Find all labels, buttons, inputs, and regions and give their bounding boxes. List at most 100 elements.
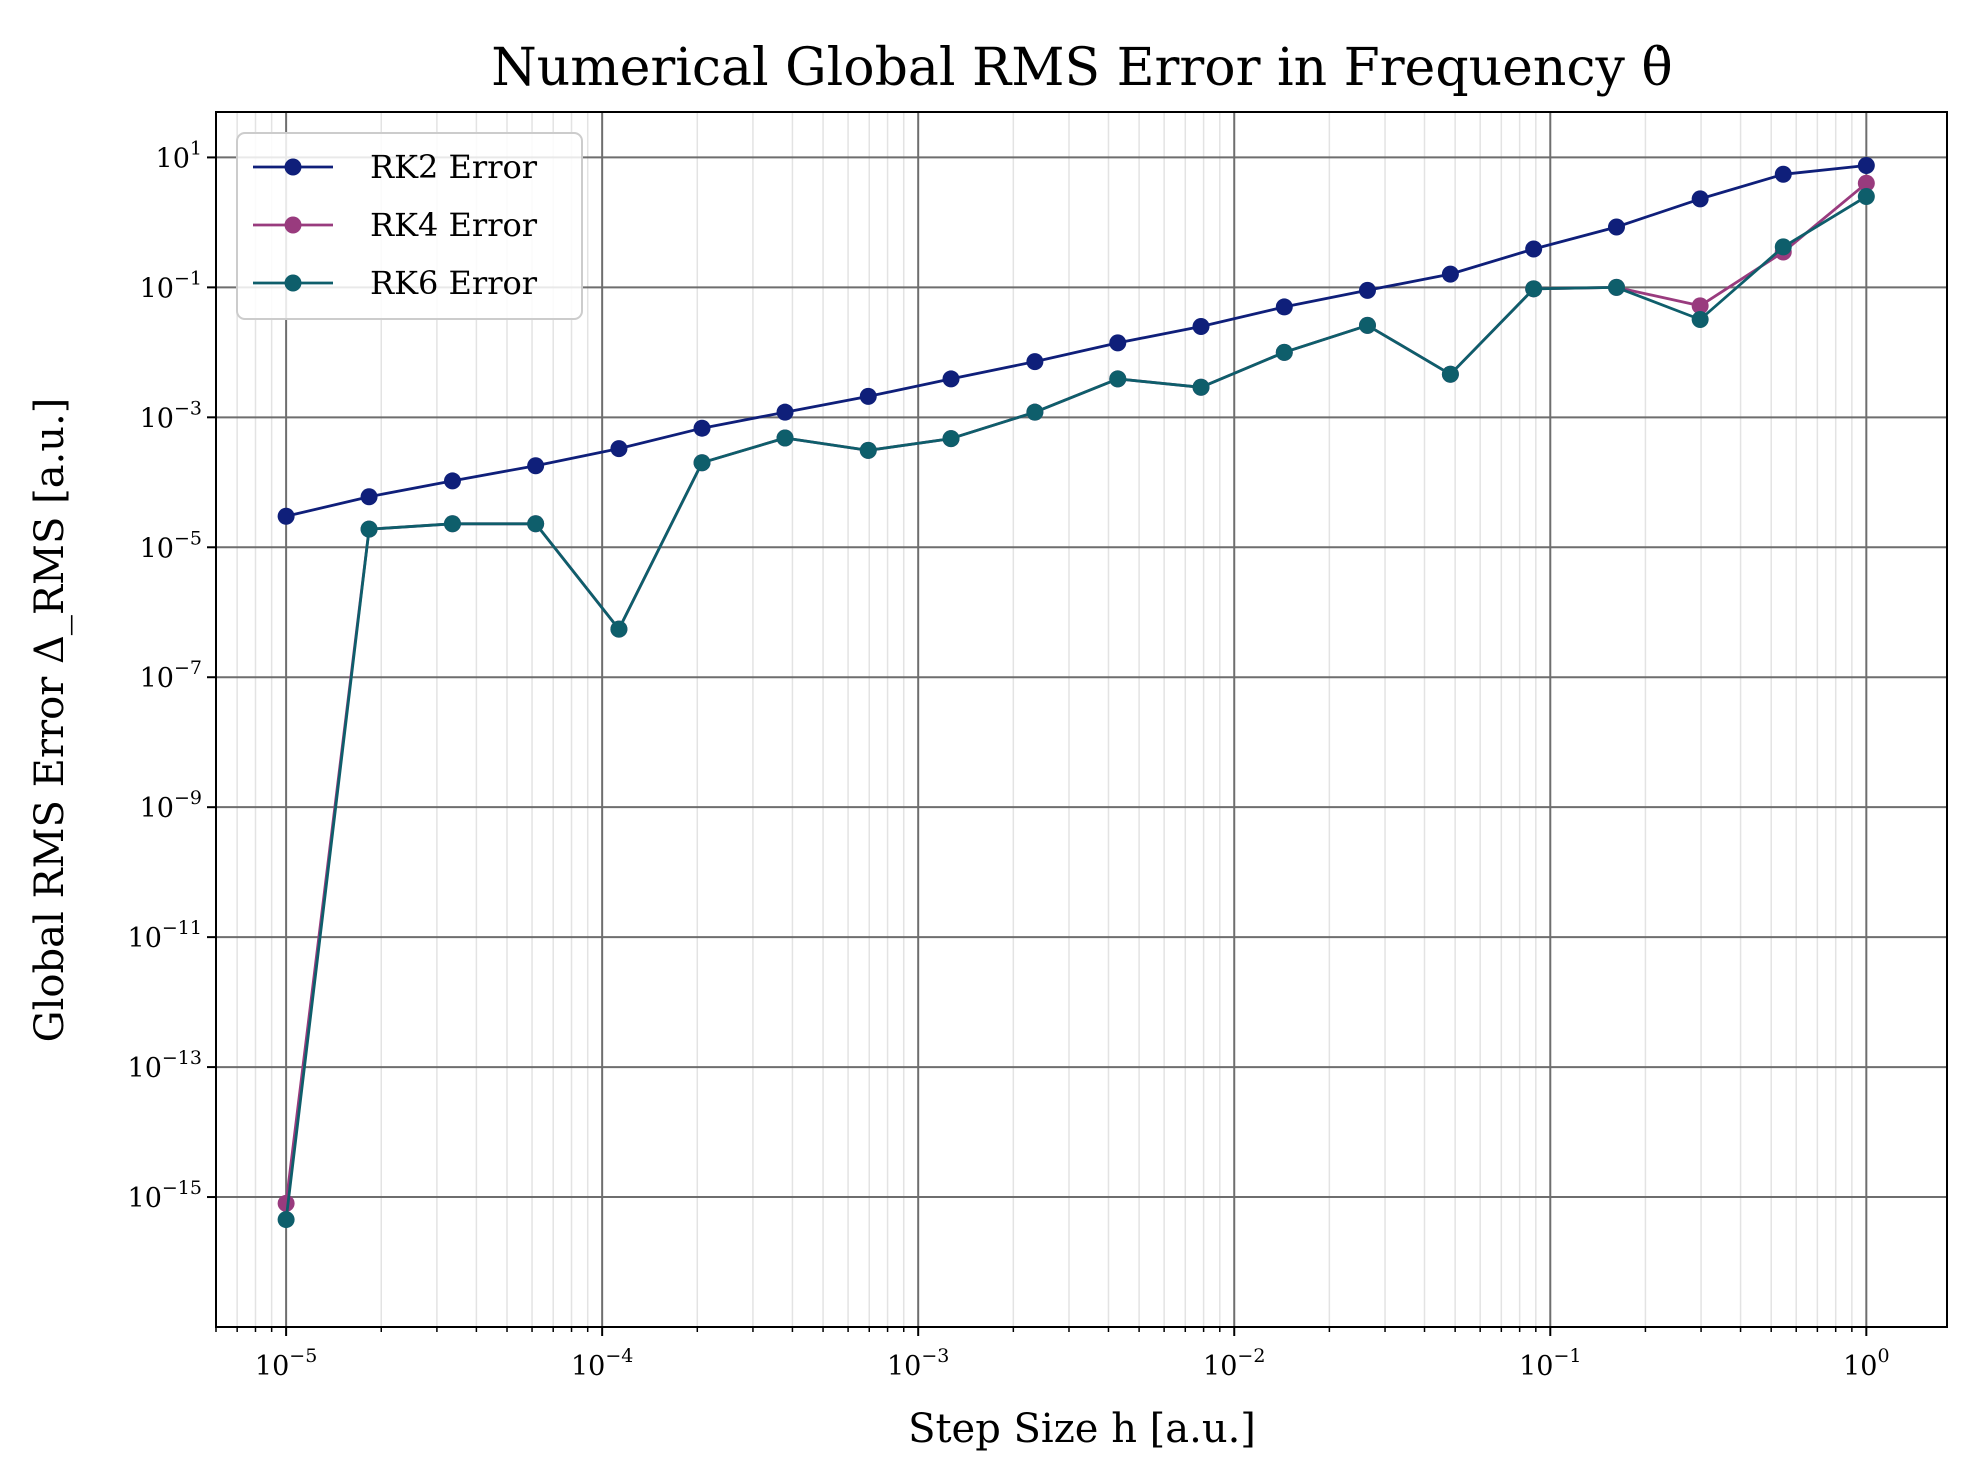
x-tick-label: 10−1: [1519, 1345, 1581, 1382]
rk2-error-point: [443, 472, 461, 490]
rk2-error-point: [693, 419, 711, 437]
x-axis-ticks: 10−5 10−4 10−3 10−2 10−1 100: [215, 1327, 1890, 1382]
y-tick-label: 10−1: [140, 267, 202, 304]
y-tick-label: 10−13: [128, 1047, 202, 1084]
rk6-error-point: [693, 454, 711, 472]
legend: RK2 Error RK4 Error RK6 Error: [236, 132, 583, 320]
y-tick-label-exponent: −1: [174, 267, 202, 289]
rk6-error-legend-label: RK6 Error: [370, 264, 538, 302]
rk2-error-point: [1691, 190, 1709, 208]
y-tick-label: 10−5: [140, 527, 202, 564]
rk6-error-point: [1109, 370, 1127, 388]
rk2-error-point: [1774, 165, 1792, 183]
rk6-error-point: [360, 520, 378, 538]
y-tick-label-base: 10: [140, 273, 174, 304]
rk6-error-point: [527, 515, 545, 533]
x-tick-label-exponent: −5: [289, 1345, 317, 1367]
rk2-error-point: [1607, 218, 1625, 236]
rk2-error-point: [942, 370, 960, 388]
rk6-error-point: [277, 1211, 295, 1229]
y-tick-label-base: 10: [140, 663, 174, 694]
y-tick-label-base: 10: [128, 923, 162, 954]
rk6-error-line: [284, 195, 1868, 1220]
rk6-error-legend-marker: [284, 274, 302, 292]
y-tick-label-exponent: −7: [174, 657, 202, 679]
rk4-error-point: [1857, 174, 1875, 192]
y-tick-label: 10−7: [140, 657, 202, 694]
rk4-error-legend-label: RK4 Error: [370, 206, 538, 244]
rk2-error-point: [859, 387, 877, 405]
y-tick-label-base: 10: [140, 793, 174, 824]
y-tick-label-exponent: −13: [162, 1047, 202, 1069]
rk4-error-point: [277, 1194, 295, 1212]
rk4-error-point: [1691, 297, 1709, 315]
rk2-error-point: [1525, 240, 1543, 258]
x-tick-label-base: 10: [571, 1351, 605, 1382]
rk2-error-point: [1192, 317, 1210, 335]
x-tick-label-base: 10: [1843, 1351, 1877, 1382]
rk6-error-point: [1192, 378, 1210, 396]
y-tick-label-base: 10: [128, 1183, 162, 1214]
series-layer: [277, 157, 1875, 1229]
y-tick-label-base: 10: [140, 533, 174, 564]
y-tick-label-exponent: 1: [190, 137, 202, 159]
rk4-error-legend-marker: [284, 216, 302, 234]
y-tick-label-exponent: −3: [174, 397, 202, 419]
y-tick-label: 10−15: [128, 1177, 202, 1214]
plot-frame: [215, 111, 1948, 1328]
rk2-error-point: [360, 488, 378, 506]
y-tick-label-exponent: −9: [174, 787, 202, 809]
y-tick-label-exponent: −5: [174, 527, 202, 549]
rk2-error-point: [610, 440, 628, 458]
y-tick-label-base: 10: [156, 143, 190, 174]
y-tick-label-exponent: −15: [162, 1177, 202, 1199]
rk2-error-point: [277, 507, 295, 525]
x-tick-label: 10−4: [571, 1345, 633, 1382]
rk6-error-point: [1525, 280, 1543, 298]
y-tick-label-exponent: −11: [162, 917, 202, 939]
rk2-error-point: [1441, 265, 1459, 283]
rk2-error-point: [1358, 281, 1376, 299]
x-axis-label: Step Size h [a.u.]: [908, 1406, 1256, 1452]
chart-title: Numerical Global RMS Error in Frequency …: [491, 38, 1672, 98]
rk6-error-point: [443, 515, 461, 533]
rk2-error-point: [1857, 157, 1875, 175]
x-tick-label-base: 10: [1203, 1351, 1237, 1382]
rk2-error-point: [1275, 298, 1293, 316]
rk2-error-point: [527, 457, 545, 475]
rk2-error-legend-label: RK2 Error: [370, 148, 538, 186]
rk2-error-point: [1109, 334, 1127, 352]
rk6-error-point: [1691, 311, 1709, 329]
x-tick-label: 10−5: [255, 1345, 317, 1382]
legend-box: [236, 132, 583, 320]
y-tick-label-base: 10: [128, 1053, 162, 1084]
rk2-error-legend-marker: [284, 158, 302, 176]
rk6-error-point: [942, 430, 960, 448]
x-tick-label-exponent: −4: [605, 1345, 633, 1367]
rk2-error-point: [1026, 353, 1044, 371]
y-tick-label: 10−3: [140, 397, 202, 434]
x-tick-label-exponent: 0: [1877, 1345, 1889, 1367]
rk6-error-point: [1275, 343, 1293, 361]
x-tick-label-exponent: −1: [1553, 1345, 1581, 1367]
rk6-error-point: [1857, 188, 1875, 206]
x-tick-label: 10−3: [887, 1345, 949, 1382]
rk6-error-point: [1358, 316, 1376, 334]
y-tick-label: 10−9: [140, 787, 202, 824]
major-gridlines: [216, 112, 1947, 1327]
rk6-error-point: [859, 441, 877, 459]
rk6-error-point: [610, 620, 628, 638]
x-tick-label-exponent: −3: [921, 1345, 949, 1367]
rk6-error-point: [776, 429, 794, 447]
y-tick-label: 10−11: [128, 917, 202, 954]
y-tick-label-base: 10: [140, 403, 174, 434]
x-tick-label-base: 10: [1519, 1351, 1553, 1382]
rk6-error-point: [1441, 365, 1459, 383]
x-tick-label: 100: [1843, 1345, 1889, 1382]
x-tick-label-exponent: −2: [1237, 1345, 1265, 1367]
y-tick-label: 101: [156, 137, 202, 174]
rk2-error-point: [776, 403, 794, 421]
x-tick-label: 10−2: [1203, 1345, 1265, 1382]
